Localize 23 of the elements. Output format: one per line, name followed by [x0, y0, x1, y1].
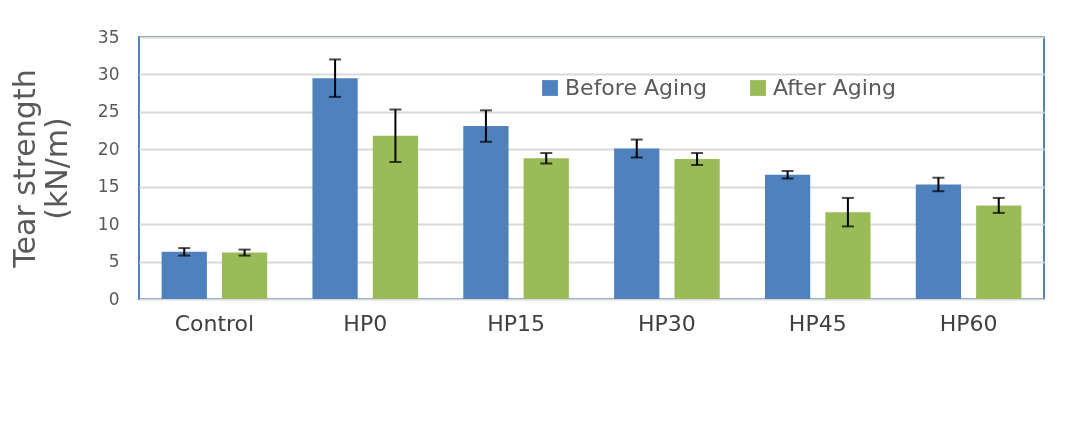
y-tick-label: 5 — [108, 251, 120, 272]
x-tick-label: HP0 — [343, 310, 388, 336]
x-tick-label: HP60 — [939, 310, 998, 336]
legend-label: Before Aging — [565, 75, 707, 100]
y-tick-label: 0 — [108, 288, 120, 309]
bar — [976, 205, 1022, 299]
bar — [523, 158, 569, 299]
y-tick-label: 10 — [97, 213, 120, 234]
y-tick-label: 15 — [97, 176, 120, 197]
x-tick-label: HP45 — [788, 310, 847, 336]
bar — [372, 135, 419, 299]
legend-label: After Aging — [773, 75, 896, 100]
bar — [825, 212, 871, 299]
x-tick-label: HP30 — [638, 310, 696, 336]
x-tick-label: Control — [174, 310, 255, 336]
y-tick-label: 30 — [97, 63, 120, 84]
y-axis-title: Tear strength (kN/m) — [6, 69, 74, 269]
x-tick-label: HP15 — [487, 310, 545, 336]
bar — [221, 252, 268, 299]
y-tick-label: 25 — [97, 101, 120, 122]
bar — [674, 159, 720, 299]
y-tick-label: 20 — [97, 138, 120, 159]
y-tick-label: 35 — [97, 26, 120, 47]
